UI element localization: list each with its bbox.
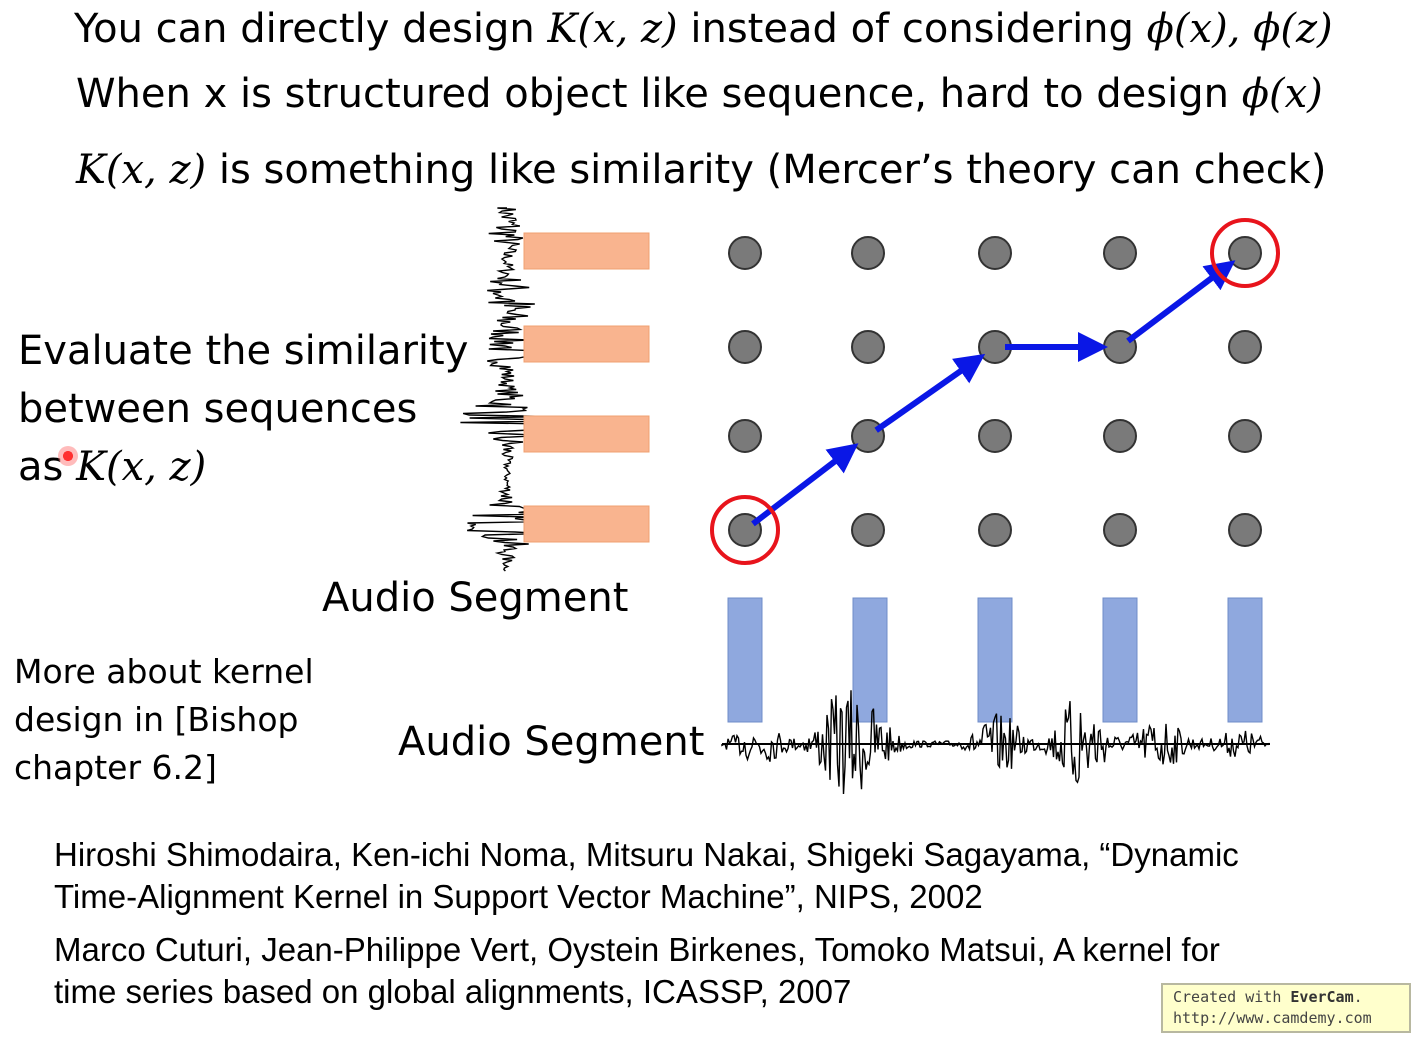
heading-line-3-post: is something like similarity (Mercer’s t…: [206, 147, 1327, 193]
note-line-1: More about kernel: [14, 652, 314, 691]
vertical-audio-segments: [523, 232, 650, 543]
grid-dot: [1228, 330, 1262, 364]
mouse-pointer-icon: [58, 446, 78, 466]
evercam-watermark: Created with EverCam. http://www.camdemy…: [1161, 983, 1411, 1033]
heading-line-1-pre: You can directly design: [74, 6, 548, 52]
grid-dot: [1228, 419, 1262, 453]
heading-line-2-pre: When x is structured object like sequenc…: [76, 71, 1242, 117]
blue-segment: [1227, 597, 1263, 723]
heading-line-2: When x is structured object like sequenc…: [76, 74, 1323, 114]
alignment-arrow: [874, 353, 986, 433]
alignment-grid: [728, 236, 1262, 547]
feature-map-formula: ϕ(x): [1241, 71, 1323, 117]
orange-segment: [523, 505, 650, 543]
kernel-formula: K(x, z): [76, 444, 207, 490]
grid-dot: [1103, 419, 1137, 453]
caption-line-2: between sequences: [18, 386, 418, 432]
watermark-line-1: Created with EverCam.: [1173, 987, 1399, 1008]
alignment-path: [751, 260, 1236, 527]
heading-line-3: K(x, z) is something like similarity (Me…: [76, 150, 1326, 190]
grid-dot: [851, 330, 885, 364]
caption-line-3: as K(x, z): [18, 438, 468, 496]
note-line-2: design in [Bishop: [14, 700, 299, 739]
grid-dot: [728, 330, 762, 364]
caption-line-3-pre: as: [18, 444, 77, 490]
watermark-brand: EverCam: [1290, 988, 1354, 1006]
orange-segment: [523, 415, 650, 453]
grid-dot: [1103, 236, 1137, 270]
orange-segment: [523, 325, 650, 363]
blue-segment: [727, 597, 763, 723]
watermark-dot: .: [1353, 988, 1363, 1006]
grid-dot: [851, 513, 885, 547]
grid-dot: [728, 419, 762, 453]
feature-map-formula: ϕ(x), ϕ(z): [1146, 6, 1333, 52]
audio-segment-label-vertical: Audio Segment: [322, 575, 629, 621]
bishop-note: More about kernel design in [Bishop chap…: [14, 648, 314, 792]
alignment-arrow: [1126, 260, 1236, 344]
horizontal-waveform-trace: [721, 690, 1270, 795]
similarity-caption: Evaluate the similarity between sequence…: [18, 322, 468, 496]
grid-dot: [978, 236, 1012, 270]
blue-segment: [852, 597, 888, 723]
horizontal-waveform: [721, 690, 1270, 795]
highlight-circle: [1210, 218, 1280, 288]
reference-2: Marco Cuturi, Jean-Philippe Vert, Oystei…: [54, 929, 1220, 1013]
watermark-created-with: Created with: [1173, 988, 1291, 1006]
alignment-arrow: [751, 443, 859, 527]
reference-1-line-1: Hiroshi Shimodaira, Ken-ichi Noma, Mitsu…: [54, 836, 1239, 873]
blue-segment: [977, 597, 1013, 723]
caption-line-1: Evaluate the similarity: [18, 328, 469, 374]
orange-segment: [523, 232, 650, 270]
heading-line-1-mid: instead of considering: [677, 6, 1147, 52]
grid-dot: [728, 236, 762, 270]
grid-dot: [1103, 513, 1137, 547]
reference-2-line-2: time series based on global alignments, …: [54, 973, 852, 1010]
kernel-formula: K(x, z): [547, 6, 678, 52]
grid-dot: [1228, 513, 1262, 547]
grid-dot: [978, 419, 1012, 453]
watermark-url: http://www.camdemy.com: [1173, 1009, 1372, 1027]
grid-dot: [1228, 236, 1262, 270]
blue-segment: [1102, 597, 1138, 723]
reference-1-line-2: Time-Alignment Kernel in Support Vector …: [54, 878, 983, 915]
reference-1: Hiroshi Shimodaira, Ken-ichi Noma, Mitsu…: [54, 834, 1239, 918]
grid-dot: [978, 513, 1012, 547]
audio-segment-label-horizontal: Audio Segment: [398, 719, 705, 765]
kernel-formula: K(x, z): [76, 147, 207, 193]
highlight-circle: [710, 495, 780, 565]
highlight-circles: [710, 218, 1280, 565]
grid-dot: [851, 236, 885, 270]
reference-2-line-1: Marco Cuturi, Jean-Philippe Vert, Oystei…: [54, 931, 1220, 968]
note-line-3: chapter 6.2]: [14, 748, 217, 787]
heading-line-1: You can directly design K(x, z) instead …: [74, 9, 1333, 49]
horizontal-audio-segments: [727, 597, 1263, 723]
